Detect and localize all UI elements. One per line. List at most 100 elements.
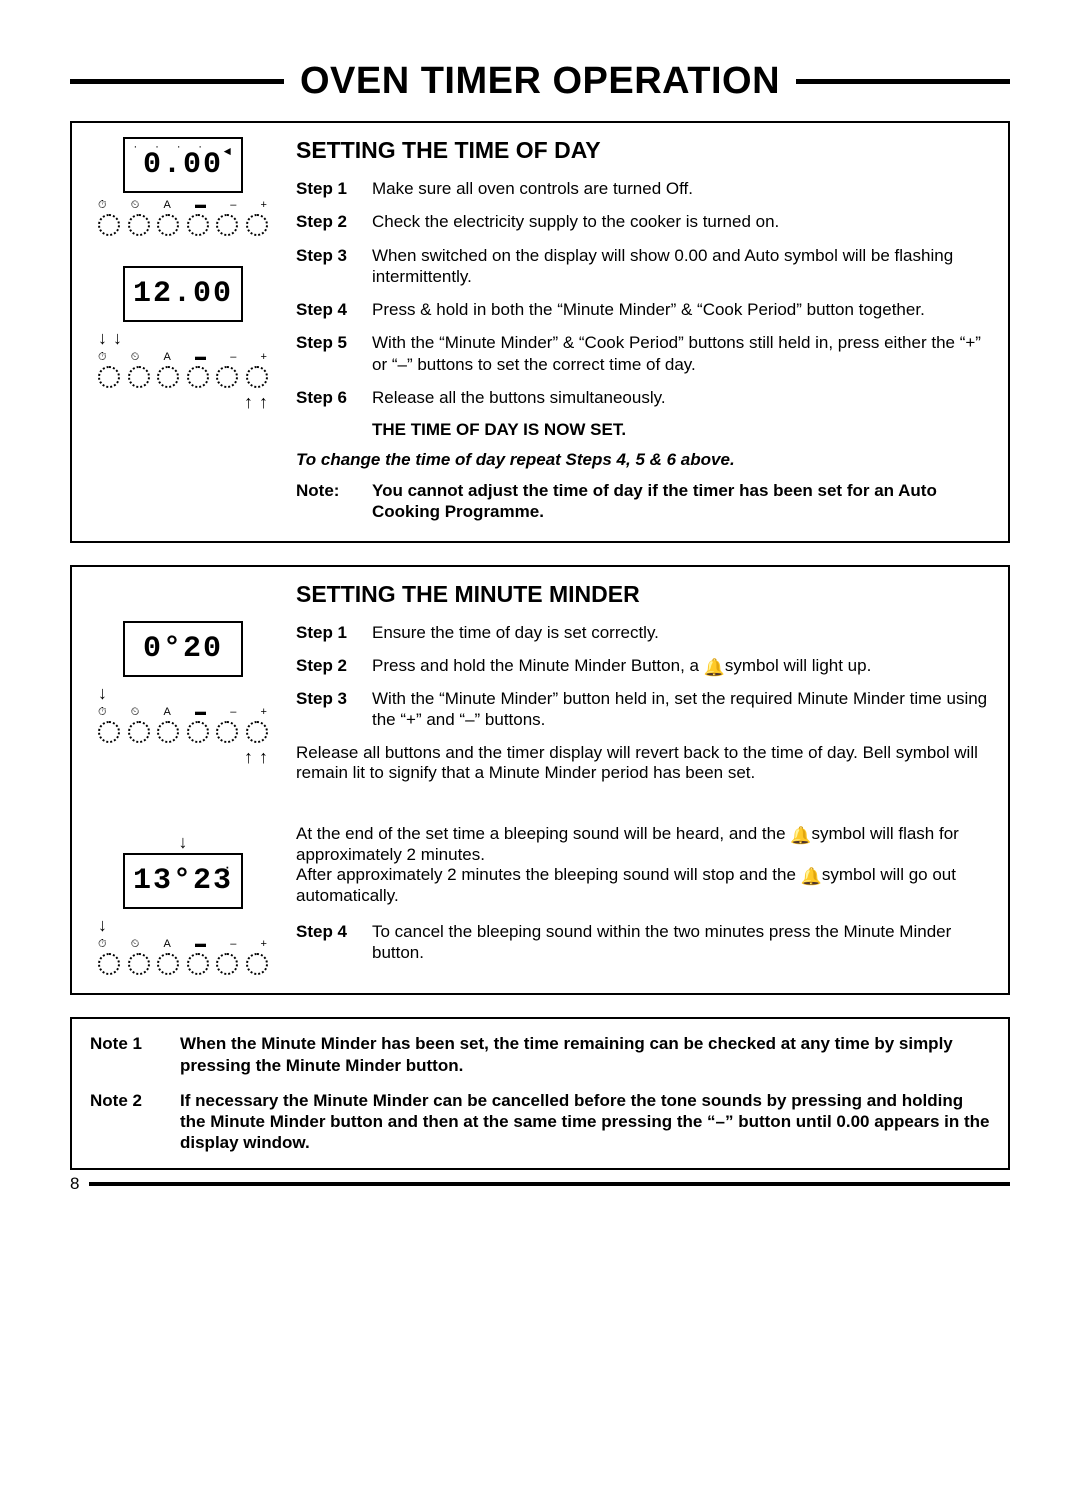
knob [157,366,179,388]
step-row: Step 3When switched on the display will … [296,245,992,288]
lcd-value-1: 0.00 [143,148,223,182]
arrow-up-icon: ↑ [244,392,253,413]
knob [157,214,179,236]
arrow-row-down: ↓ [98,915,268,936]
arrow-up-icon: ↑ [259,747,268,768]
knob [246,214,268,236]
page-number-bar: 8 [70,1174,1010,1194]
timer-icon-row: ⏱⏲A▬–+ [98,706,268,719]
timer-icon-row: ⏱⏲A▬–+ [98,938,268,951]
lcd-dot-icon: · [224,861,233,875]
timer-icon-row: ⏱⏲A▬–+ [98,199,268,212]
arrow-down-icon: ↓ [113,328,122,349]
arrow-down-icon: ↓ [98,915,107,936]
knob [246,953,268,975]
step-text: When switched on the display will show 0… [372,245,992,288]
step-label: Step 6 [296,387,362,408]
step-row: Step 5With the “Minute Minder” & “Cook P… [296,332,992,375]
timer-illus-2: 12.00 ↓ ↓ ⏱⏲A▬–+ ↑ [93,266,273,413]
step-text: Release all the buttons simultaneously. [372,387,992,408]
step-label: Step 3 [296,688,362,731]
bell-icon: 🔔 [704,657,725,678]
timer-button-row [98,721,268,743]
knob [128,366,150,388]
panel-bottom-notes: Note 1 When the Minute Minder has been s… [70,1017,1010,1169]
knob [187,953,209,975]
rule-left [70,79,284,84]
step-label: Step 4 [296,299,362,320]
step-text: Ensure the time of day is set correctly. [372,622,992,643]
knob [216,953,238,975]
knob [98,214,120,236]
knob [98,953,120,975]
step-row: Step 4 Press & hold in both the “Minute M… [296,299,992,320]
repeat-line: To change the time of day repeat Steps 4… [296,450,992,470]
para-text: At the end of the set time a bleeping so… [296,824,790,843]
knob [187,721,209,743]
lcd-display-2: 12.00 [123,266,243,322]
step-text-pre: Press and hold the Minute Minder Button,… [372,656,704,675]
knob [157,953,179,975]
confirm-line: THE TIME OF DAY IS NOW SET. [372,420,992,440]
section-heading-mm: SETTING THE MINUTE MINDER [296,581,992,608]
step-row: Step 4To cancel the bleeping sound withi… [296,921,992,964]
timer-illus-1: · · · · 0.00 ◄ ⏱⏲A▬–+ [93,137,273,236]
bell-icon: 🔔 [801,867,822,888]
timer-button-row [98,214,268,236]
knob [98,721,120,743]
step-label: Step 2 [296,655,362,676]
timer-illus-4: ↓ 13°23 · ↓ ⏱⏲A▬–+ [93,828,273,975]
note-label: Note 2 [90,1090,170,1154]
step-label: Step 3 [296,245,362,288]
knob [216,214,238,236]
note-row: Note 1 When the Minute Minder has been s… [90,1033,990,1076]
timer-button-row [98,953,268,975]
knob [98,366,120,388]
step-row: Step 1 Make sure all oven controls are tu… [296,178,992,199]
step-row: Step 2 Check the electricity supply to th… [296,211,992,232]
lcd-value-2: 12.00 [133,277,233,311]
arrow-row-down: ↓ [98,832,268,853]
paragraph: At the end of the set time a bleeping so… [296,824,992,907]
note-row: Note: You cannot adjust the time of day … [296,480,992,523]
step-label: Step 1 [296,178,362,199]
step-label: Step 2 [296,211,362,232]
arrow-down-icon: ↓ [179,832,188,853]
illustration-column-mm: 0°20 ↓ ⏱⏲A▬–+ ↑ ↑ [88,581,278,976]
lcd-arrow-icon: ◄ [224,145,233,159]
knob [128,953,150,975]
step-text: With the “Minute Minder” button held in,… [372,688,992,731]
arrow-up-icon: ↑ [259,392,268,413]
step-row: Step 3With the “Minute Minder” button he… [296,688,992,731]
step-text: Make sure all oven controls are turned O… [372,178,992,199]
knob [246,366,268,388]
panel-minute-minder: 0°20 ↓ ⏱⏲A▬–+ ↑ ↑ [70,565,1010,996]
step-label: Step 1 [296,622,362,643]
bell-icon: 🔔 [790,826,811,847]
step-text: Check the electricity supply to the cook… [372,211,992,232]
paragraph: Release all buttons and the timer displa… [296,743,992,784]
text-column-tod: SETTING THE TIME OF DAY Step 1Make sure … [296,137,992,523]
note-label: Note: [296,480,362,523]
step-text: Press & hold in both the “Minute Minder”… [372,299,992,320]
para-text: After approximately 2 minutes the bleepi… [296,865,801,884]
illustration-column-tod: · · · · 0.00 ◄ ⏱⏲A▬–+ 12. [88,137,278,523]
step-label: Step 4 [296,921,362,964]
knob [157,721,179,743]
note-text: When the Minute Minder has been set, the… [180,1033,990,1076]
knob [128,721,150,743]
knob [187,366,209,388]
text-column-mm: SETTING THE MINUTE MINDER Step 1 Ensure t… [296,581,992,976]
step-row: Step 1 Ensure the time of day is set corr… [296,622,992,643]
page-rule [89,1182,1010,1186]
knob [216,721,238,743]
rule-right [796,79,1010,84]
note-text: If necessary the Minute Minder can be ca… [180,1090,990,1154]
arrow-row-down: ↓ ↓ [98,328,268,349]
title-bar: OVEN TIMER OPERATION [70,60,1010,103]
note-row: Note 2 If necessary the Minute Minder ca… [90,1090,990,1154]
timer-button-row [98,366,268,388]
lcd-display-3: 0°20 [123,621,243,677]
arrow-down-icon: ↓ [98,683,107,704]
note-label: Note 1 [90,1033,170,1076]
